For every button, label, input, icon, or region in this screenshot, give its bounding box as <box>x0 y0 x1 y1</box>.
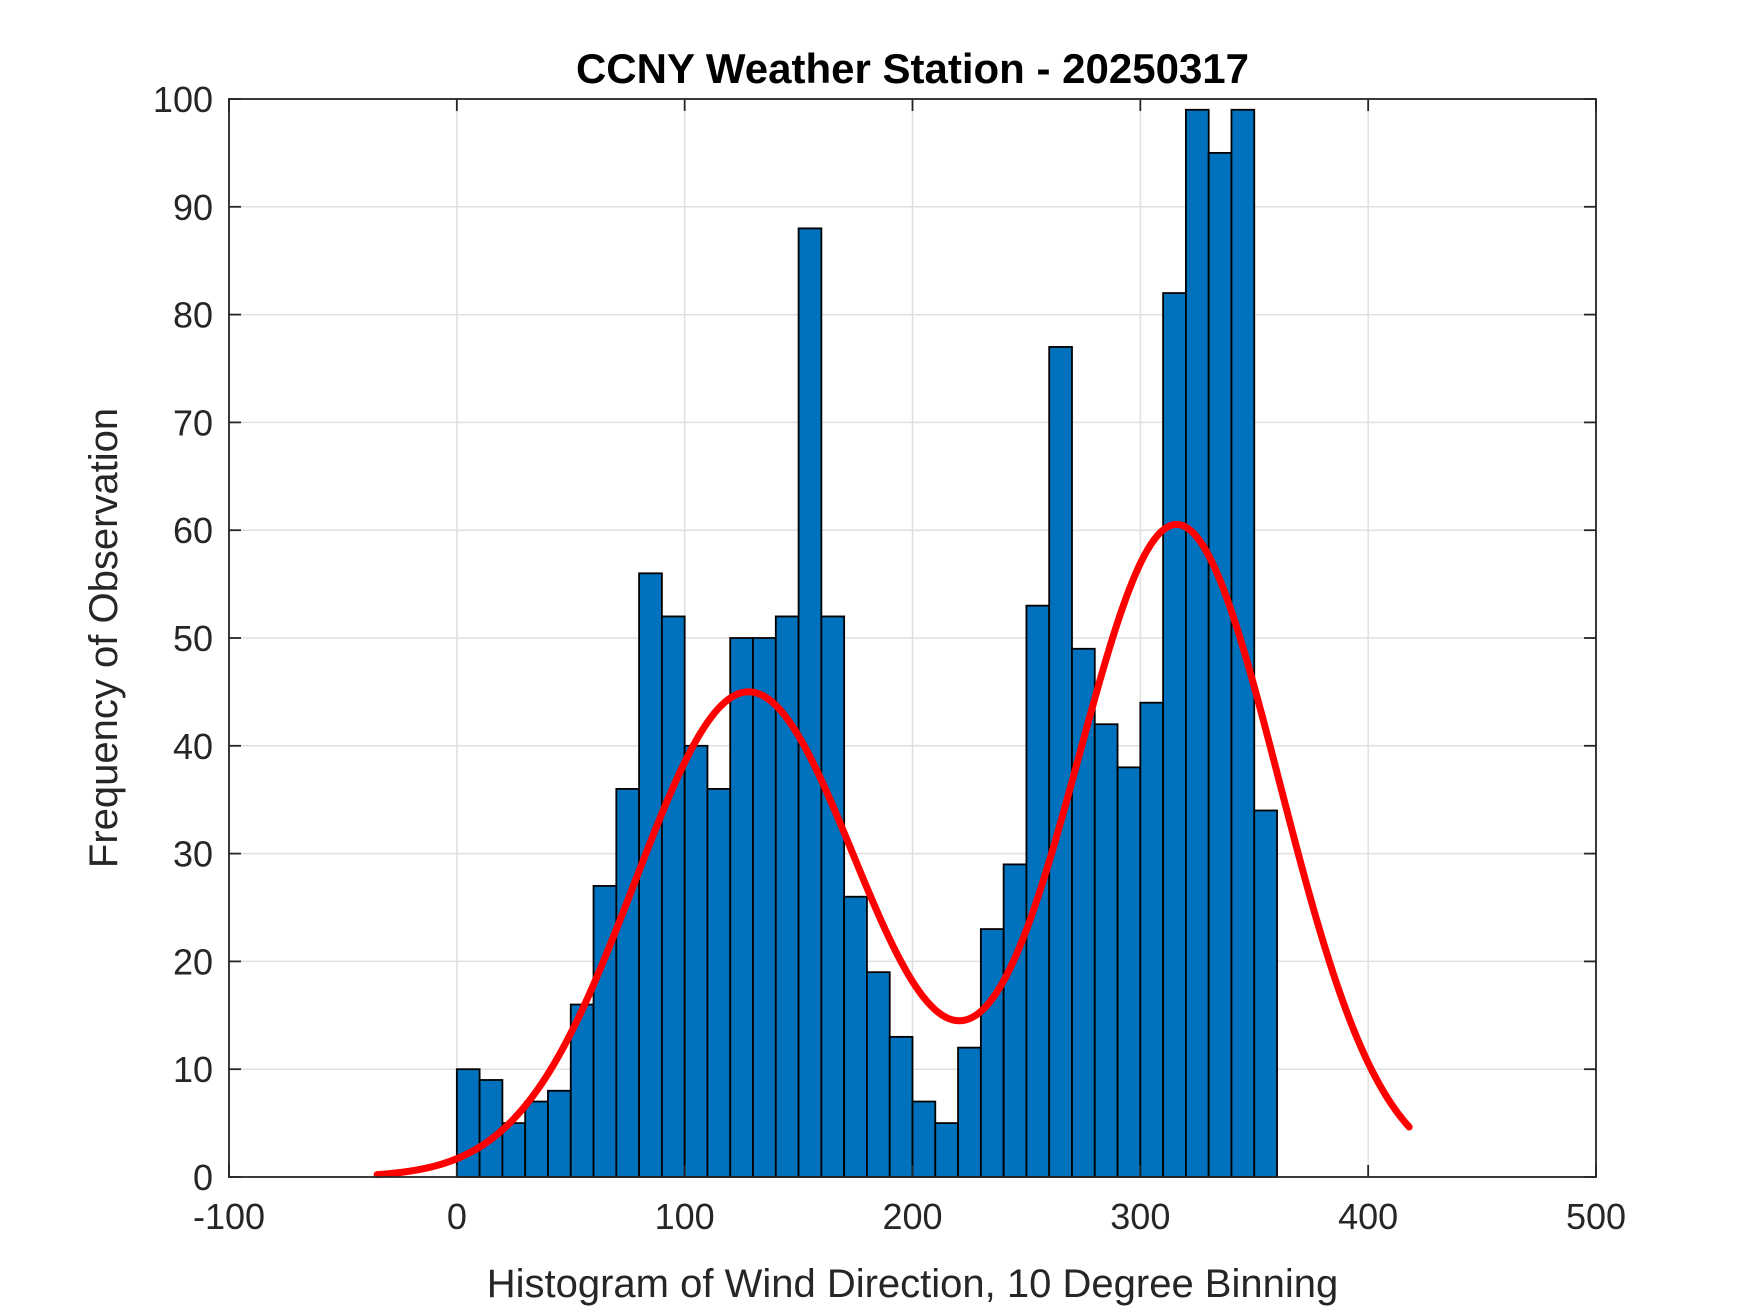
histogram-bar <box>615 788 640 1178</box>
x-tick-label: 400 <box>1338 1196 1398 1237</box>
histogram-bar <box>524 1100 549 1178</box>
histogram-bar <box>911 1100 937 1178</box>
x-tick-label: 300 <box>1110 1196 1170 1237</box>
y-tick-label: 20 <box>173 941 213 982</box>
histogram-bar <box>934 1122 959 1178</box>
histogram-bar <box>1207 151 1233 1178</box>
grid-lines <box>228 98 1597 1178</box>
y-tick-label: 10 <box>173 1049 213 1090</box>
x-tick-label: 500 <box>1566 1196 1626 1237</box>
histogram-bar <box>1162 292 1187 1178</box>
histogram-bar <box>638 572 663 1178</box>
histogram-bar <box>843 895 868 1178</box>
histogram-bar <box>729 637 754 1178</box>
x-tick-label: 0 <box>447 1196 467 1237</box>
histogram-bar <box>1185 108 1210 1178</box>
y-axis-label: Frequency of Observation <box>82 408 126 868</box>
histogram-bar <box>547 1089 572 1178</box>
histogram-bar <box>866 971 891 1178</box>
axis-ticks <box>228 98 1597 1178</box>
x-tick-label: -100 <box>193 1196 265 1237</box>
y-tick-label: 90 <box>173 187 213 228</box>
histogram-bar <box>683 744 709 1178</box>
histogram-bar <box>1116 766 1142 1178</box>
histogram-bar <box>660 615 686 1178</box>
y-tick-label: 0 <box>193 1157 213 1198</box>
y-tick-label: 80 <box>173 295 213 336</box>
histogram-bars <box>455 108 1278 1178</box>
fit-curve-group <box>373 520 1413 1179</box>
histogram-bar <box>820 615 846 1178</box>
histogram-bar <box>752 637 777 1178</box>
y-tick-label: 70 <box>173 402 213 443</box>
histogram-bar <box>957 1046 982 1178</box>
fit-curve <box>373 520 1413 1179</box>
y-tick-label: 100 <box>153 79 213 120</box>
tick-labels: -100 0 100 200 300 400 50001020304050607080901… <box>153 79 1626 1237</box>
histogram-bar <box>1139 701 1165 1178</box>
histogram-bar <box>1093 723 1119 1178</box>
y-tick-label: 50 <box>173 618 213 659</box>
y-tick-label: 40 <box>173 726 213 767</box>
histogram-bar <box>706 788 732 1178</box>
y-tick-label: 60 <box>173 510 213 551</box>
histogram-bar <box>797 227 823 1178</box>
y-tick-label: 30 <box>173 834 213 875</box>
histogram-bar <box>1048 346 1073 1178</box>
chart-title: CCNY Weather Station - 20250317 <box>576 45 1249 92</box>
histogram-bar <box>888 1035 914 1178</box>
histogram-bar <box>1253 809 1278 1178</box>
histogram-bar <box>1002 863 1028 1178</box>
x-tick-label: 200 <box>882 1196 942 1237</box>
histogram-bar <box>774 615 800 1178</box>
x-tick-label: 100 <box>655 1196 715 1237</box>
histogram-bar <box>979 928 1005 1178</box>
x-axis-label: Histogram of Wind Direction, 10 Degree B… <box>487 1262 1339 1306</box>
